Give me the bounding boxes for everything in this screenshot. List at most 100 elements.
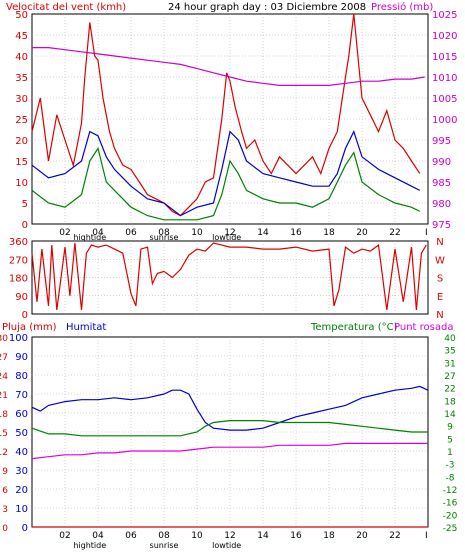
rain-tick-label: 15 xyxy=(0,429,8,439)
hour-end-marker: I xyxy=(425,228,428,238)
temperature-tick-label: 1 xyxy=(447,448,453,458)
climate-series-line-1 xyxy=(31,420,428,437)
pressure-tick-label: 1015 xyxy=(432,52,457,63)
compass-letter: N xyxy=(436,237,443,248)
wind-tick-label: 15 xyxy=(15,157,28,168)
hour-tick-label: 16 xyxy=(290,228,302,238)
wind-tide-markers: hightide sunrise lowtide xyxy=(73,233,241,242)
pressure-tick-label: 1005 xyxy=(432,94,457,105)
rain-tick-label: 21 xyxy=(0,391,8,401)
rain-tick-label: 0 xyxy=(2,524,8,534)
climate-right-ticks: -25 -20 -16 -12 -8 -3 1 5 9 14 18 22 27 31 35 40 xyxy=(443,334,458,534)
rain-tick-label: 6 xyxy=(2,486,8,496)
humidity-tick-label: 20 xyxy=(15,485,28,496)
temperature-tick-label: -8 xyxy=(446,473,455,483)
compass-letter: N xyxy=(436,310,443,321)
rain-tick-label: 9 xyxy=(2,467,8,477)
humidity-axis-title: Humitat xyxy=(66,322,106,333)
temperature-tick-label: 31 xyxy=(444,359,455,369)
temperature-tick-label: 35 xyxy=(444,347,455,357)
pressure-tick-label: 990 xyxy=(432,157,451,168)
tide-marker-label: lowtide xyxy=(212,541,241,550)
hour-tick-label: 08 xyxy=(158,531,170,541)
temperature-tick-label: 9 xyxy=(447,423,453,433)
pressure-tick-label: 1020 xyxy=(432,31,457,42)
temperature-tick-label: -25 xyxy=(443,524,458,534)
temperature-tick-label: 40 xyxy=(444,334,456,344)
temperature-tick-label: -20 xyxy=(443,511,458,521)
chart-title: 24 hour graph day : 03 Diciembre 2008 xyxy=(168,2,366,13)
direction-chart-series xyxy=(31,242,427,310)
temperature-tick-label: -12 xyxy=(443,486,458,496)
compass-letter: E xyxy=(437,292,443,303)
hour-tick-label: 22 xyxy=(389,228,400,238)
climate-chart-series xyxy=(31,385,429,528)
hour-tick-label: 12 xyxy=(224,531,235,541)
wind-tick-label: 45 xyxy=(15,31,28,42)
tide-marker-label: hightide xyxy=(73,541,106,550)
series-line-3 xyxy=(32,46,425,87)
climate-tide-markers: hightide sunrise lowtide xyxy=(73,541,241,550)
tide-marker-label: hightide xyxy=(73,233,106,242)
climate-left-ticks: 0 10 20 30 40 50 60 70 80 90 100 0 3 6 9 12 15 18 21 24 27 30 xyxy=(0,333,28,534)
wind-tick-label: 10 xyxy=(15,178,28,189)
wind-x-ticks: 02 04 06 08 10 12 14 16 18 20 22 I xyxy=(59,228,427,238)
direction-chart-grid xyxy=(32,241,428,314)
pressure-tick-label: 975 xyxy=(432,220,451,231)
hour-end-marker: I xyxy=(425,531,428,541)
rain-tick-label: 12 xyxy=(0,448,8,458)
wind-tick-label: 30 xyxy=(15,94,28,105)
wind-tick-label: 50 xyxy=(15,10,28,21)
tide-marker-label: sunrise xyxy=(150,541,179,550)
humidity-tick-label: 0 xyxy=(22,523,28,534)
hour-tick-label: 04 xyxy=(92,228,104,238)
pressure-tick-label: 1010 xyxy=(432,73,457,84)
wind-tick-label: 35 xyxy=(15,73,28,84)
rain-tick-label: 3 xyxy=(2,505,8,515)
hour-tick-label: 04 xyxy=(92,531,104,541)
direction-line xyxy=(31,242,427,310)
temperature-tick-label: -16 xyxy=(443,499,458,509)
humidity-tick-label: 70 xyxy=(15,390,28,401)
rain-tick-label: 24 xyxy=(0,372,8,382)
hour-tick-label: 08 xyxy=(158,228,170,238)
temperature-tick-label: 5 xyxy=(447,435,453,445)
climate-x-ticks: 02 04 06 08 10 12 14 16 18 20 22 I xyxy=(59,531,427,541)
hour-tick-label: 20 xyxy=(356,531,368,541)
hour-tick-label: 12 xyxy=(224,228,235,238)
direction-left-ticks: 0 90 180 270 360 xyxy=(9,237,28,321)
pressure-tick-label: 1000 xyxy=(432,115,457,126)
series-line-1 xyxy=(31,130,421,217)
climate-series-line-0 xyxy=(31,385,429,431)
hour-tick-label: 18 xyxy=(323,228,335,238)
hour-tick-label: 18 xyxy=(323,531,335,541)
direction-tick-label: 90 xyxy=(15,292,28,303)
dewpoint-axis-title: Punt rosada xyxy=(394,322,453,333)
hour-tick-label: 02 xyxy=(59,228,70,238)
hour-tick-label: 16 xyxy=(290,531,302,541)
wind-tick-label: 40 xyxy=(15,52,28,63)
tide-marker-label: lowtide xyxy=(212,233,241,242)
pressure-tick-label: 980 xyxy=(432,199,451,210)
tide-marker-label: sunrise xyxy=(150,233,179,242)
wind-tick-label: 20 xyxy=(15,136,28,147)
temperature-tick-label: -3 xyxy=(446,461,455,471)
pressure-tick-label: 1025 xyxy=(432,10,457,21)
direction-tick-label: 270 xyxy=(9,255,28,266)
hour-tick-label: 14 xyxy=(257,531,269,541)
temperature-tick-label: 14 xyxy=(444,410,456,420)
humidity-tick-label: 50 xyxy=(15,428,28,439)
pressure-right-ticks: 975 980 985 990 995 1000 1005 1010 1015 1020 1025 xyxy=(432,10,457,231)
series-line-2 xyxy=(31,146,421,221)
compass-letter: W xyxy=(435,255,445,266)
hour-tick-label: 10 xyxy=(191,531,203,541)
wind-chart-series xyxy=(31,13,425,221)
hour-tick-label: 22 xyxy=(389,531,400,541)
direction-tick-label: 0 xyxy=(22,310,28,321)
humidity-tick-label: 100 xyxy=(9,333,28,344)
wind-tick-label: 25 xyxy=(15,115,28,126)
hour-tick-label: 02 xyxy=(59,531,70,541)
hour-tick-label: 06 xyxy=(125,531,137,541)
